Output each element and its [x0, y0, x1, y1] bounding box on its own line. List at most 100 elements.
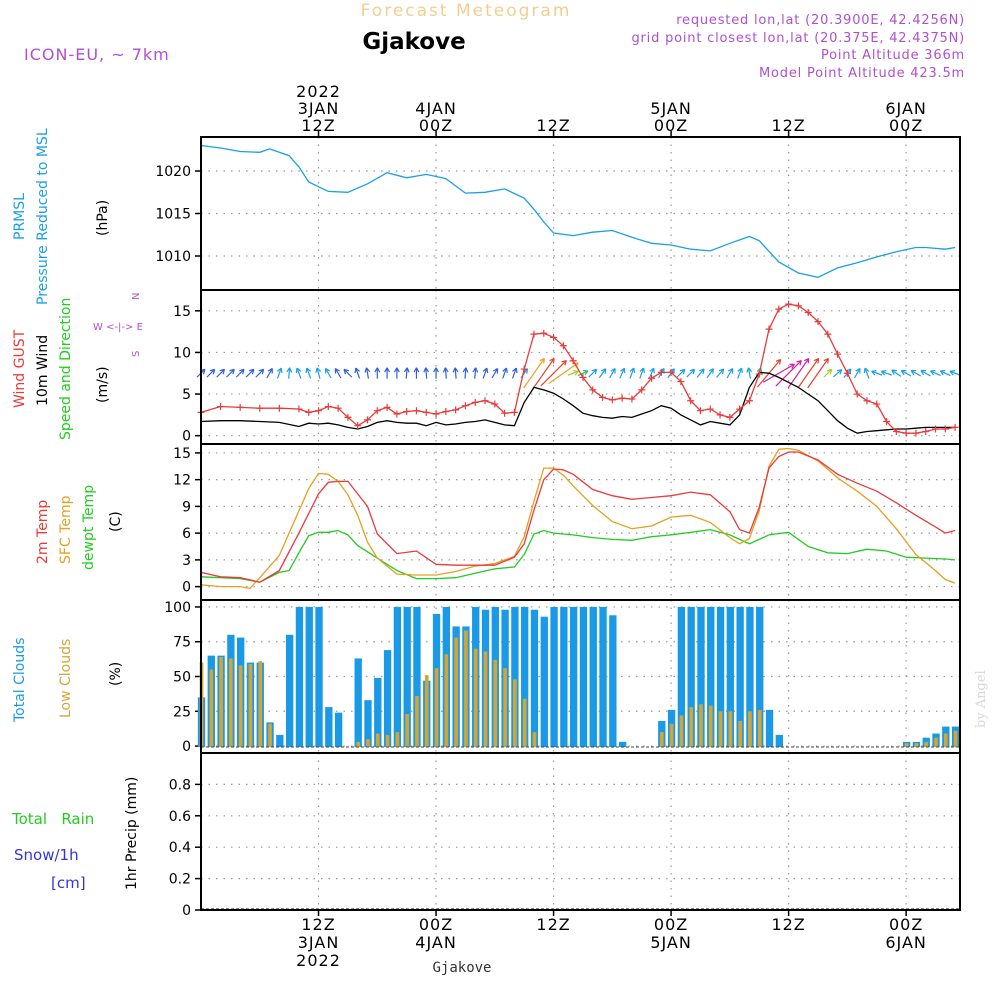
total-cloud-bar [276, 734, 284, 748]
wind-gust-point [354, 422, 362, 430]
pressure-label-2: Pressure Reduced to MSL [35, 128, 51, 305]
low-cloud-bar [934, 737, 938, 748]
wind-arrow [832, 369, 843, 378]
wind-arrow-head [406, 367, 410, 373]
wind-arrow-head [486, 367, 489, 374]
wind-arrow-head [702, 368, 705, 375]
wind-arrow-head [864, 367, 870, 372]
wind-arrow [900, 369, 912, 377]
pressure-labels: PRMSL Pressure Reduced to MSL (hPa) [12, 128, 111, 305]
low-cloud-bar [473, 648, 478, 748]
wind-arrow-head [355, 367, 360, 372]
wind-arrow-head [393, 367, 398, 373]
wind-arrow-shaft [540, 360, 567, 387]
wind-arrow-head [239, 368, 245, 372]
wind-arrow-head [718, 368, 724, 372]
wind-arrow-shaft [787, 358, 810, 389]
low-cloud-bar [444, 654, 449, 748]
wind-gust-point [648, 374, 656, 382]
wind-arrow [716, 368, 725, 378]
wind-labels: Wind GUST 10m Wind Speed and Direction (… [12, 293, 143, 440]
wind-arrow-head [629, 367, 635, 372]
wind-arrow-head [863, 367, 866, 374]
wind-arrow [482, 367, 489, 379]
total-cloud-bar [716, 606, 725, 748]
wind-gust-point [510, 408, 518, 416]
wind-arrow-shaft [548, 362, 579, 385]
wind-arrow-head [891, 369, 897, 372]
wind-arrow-head [594, 369, 598, 375]
wind-arrow-head [305, 367, 308, 374]
wind-gust-line [200, 303, 956, 434]
temp-ytick-label: 9 [182, 499, 191, 515]
wind-arrow-head [251, 369, 255, 375]
wind-arrow [619, 367, 626, 379]
wind-gust-point [432, 410, 440, 418]
wind-arrow-head [573, 370, 579, 372]
wind-arrow [442, 367, 449, 379]
wind-arrow [315, 367, 321, 379]
wind-arrow-head [505, 367, 508, 374]
precip-label-rain: Total Rain [11, 810, 94, 828]
wind-arrow-head [202, 369, 206, 375]
bottom-time-label: 4JAN [415, 933, 457, 952]
wind-arrow [686, 368, 696, 378]
wind-arrow-shaft [306, 367, 312, 379]
wind-arrow [797, 357, 820, 389]
total-cloud-bar [589, 606, 597, 748]
wind-gust-point [902, 429, 910, 437]
wind-arrow [737, 367, 743, 379]
wind-arrow [629, 367, 636, 379]
wind-arrow-head [258, 368, 264, 372]
wind-arrow-shaft [629, 367, 635, 379]
wind-gust-point [315, 407, 323, 415]
wind-gust-point [863, 397, 871, 405]
wind-gust-point [324, 403, 332, 411]
wind-arrow [334, 367, 342, 379]
compass-north: N [131, 293, 142, 300]
wind-arrow-shaft [726, 368, 734, 379]
wind-arrow [266, 367, 273, 379]
total-cloud-bar [521, 606, 529, 748]
wind-arrow-shaft [266, 368, 273, 379]
wind-gust-point [236, 403, 244, 411]
total-cloud-bar [374, 677, 382, 748]
wind-gust-point [765, 325, 773, 333]
temp-panel: 0 3 6 9 12 15 [173, 444, 960, 600]
wind-arrow-head [689, 368, 695, 372]
wind-arrow-head [465, 367, 469, 373]
wind-ytick-label: 0 [182, 429, 191, 445]
wind-arrow-head [277, 367, 282, 372]
wind-arrow [226, 368, 235, 378]
wind-arrow [648, 367, 655, 379]
total-cloud-bar [609, 615, 617, 748]
wind-gust-point [853, 390, 861, 398]
wind-arrow-head [649, 367, 655, 372]
wind-arrow-head [444, 367, 449, 373]
low-cloud-bar [522, 698, 527, 748]
sfc-temp-line [200, 447, 956, 590]
top-time-label: 12Z [301, 116, 335, 135]
low-cloud-bar [924, 741, 929, 748]
wind-gust-point [873, 400, 881, 408]
low-cloud-bar [424, 675, 429, 748]
precip-ytick-label: 0.6 [169, 809, 191, 825]
wind-arrow-shaft [226, 368, 235, 378]
wind-arrow-shaft [676, 368, 686, 378]
gridpoint-coords: grid point closest lon,lat (20.375E, 42.… [631, 31, 965, 46]
wind-gust-point [559, 342, 567, 350]
wind-arrow-head [364, 367, 368, 373]
top-time-label: 5JAN [650, 99, 692, 118]
low-cloud-bar [503, 668, 507, 748]
wind-arrow-head [871, 370, 877, 372]
wind-arrow-head [296, 367, 302, 372]
wind-arrow-head [396, 367, 400, 373]
wind-ytick-label: 15 [173, 304, 191, 320]
wind-arrow [577, 370, 589, 377]
wind-arrow [286, 367, 293, 379]
wind-arrow-head [712, 368, 715, 374]
wind-label-gust: Wind GUST [12, 329, 28, 408]
total-cloud-bar [334, 712, 343, 748]
total-cloud-bar [775, 734, 783, 748]
